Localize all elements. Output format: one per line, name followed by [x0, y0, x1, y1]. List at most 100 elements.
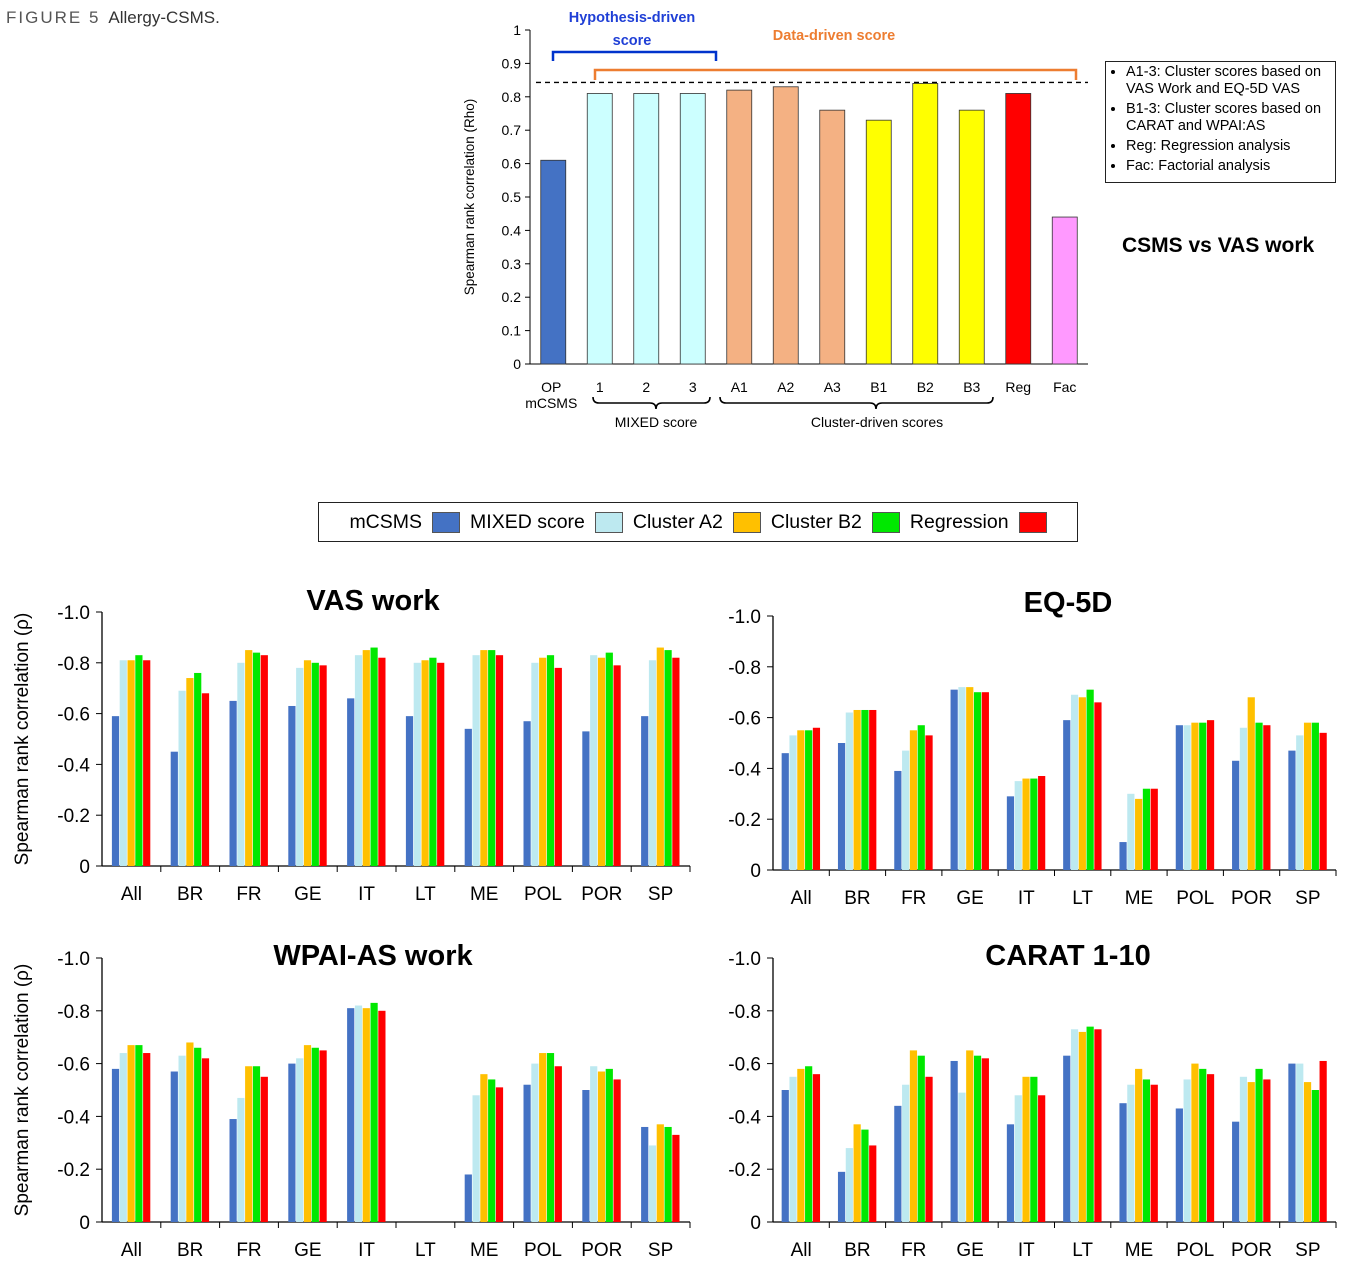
bar — [319, 1050, 327, 1222]
bar — [405, 716, 414, 866]
y-tick-label: -0.8 — [57, 1002, 90, 1023]
data-driven-label: Data-driven score — [773, 28, 896, 44]
bar — [664, 650, 672, 866]
bar — [480, 650, 488, 866]
bar — [1263, 1079, 1271, 1222]
bar — [1127, 1084, 1135, 1222]
bar — [973, 692, 982, 870]
bar — [539, 1053, 547, 1222]
bar — [472, 1095, 480, 1222]
legend-swatch — [1018, 511, 1047, 533]
bar — [354, 1005, 363, 1222]
bar — [554, 1066, 562, 1222]
y-tick-label: 0 — [79, 857, 90, 878]
y-tick-label: -0.4 — [57, 1107, 90, 1128]
x-tick-label: SP — [1295, 1240, 1320, 1261]
bar — [1135, 798, 1143, 870]
bar — [861, 1129, 869, 1222]
bar — [966, 687, 974, 870]
x-tick-label: ME — [470, 1240, 499, 1261]
legend-label: Regression — [909, 510, 1009, 533]
x-tick-label: ME — [470, 884, 499, 905]
x-tick-label: POL — [1176, 1240, 1214, 1261]
bar — [958, 109, 985, 365]
bar — [1288, 750, 1296, 870]
bar — [288, 1063, 296, 1222]
legend-swatch — [432, 511, 461, 533]
bar — [1142, 1079, 1151, 1222]
bar — [1127, 793, 1135, 870]
bar — [1051, 216, 1078, 365]
bar — [437, 662, 445, 866]
panel-title: VAS work — [306, 585, 440, 617]
bar — [1296, 1063, 1304, 1222]
bar — [853, 709, 861, 870]
bar — [252, 652, 261, 866]
bar — [613, 665, 621, 866]
bar — [1142, 788, 1151, 870]
panel-carat: 0 -0.2 -0.4 -0.6 -0.8 -1.0 CARAT 1-10 All BR FR GE… — [728, 940, 1337, 1261]
top-bar-chart: 0 0.1 0.2 0.3 0.4 0.5 0.6 0.7 0.8 0.9 1 Spearman ra… — [462, 10, 1088, 430]
x-tick-label: POR — [581, 1240, 622, 1261]
bar — [837, 743, 846, 870]
bar — [311, 1047, 319, 1222]
bar — [1094, 702, 1102, 870]
bar — [781, 753, 789, 870]
bar — [819, 109, 846, 365]
x-tick-label: Fac — [1053, 379, 1076, 395]
y-tick-label: 0 — [750, 1213, 761, 1234]
bar — [845, 712, 853, 870]
x-tick-label: BR — [844, 888, 870, 909]
x-tick-label: BR — [844, 1240, 870, 1261]
bar — [1239, 1076, 1248, 1222]
bar — [1006, 796, 1015, 870]
bar — [925, 735, 933, 870]
bar — [1006, 1124, 1015, 1222]
bar — [869, 709, 877, 870]
y-tick-label: -0.4 — [728, 759, 761, 780]
bar — [1005, 93, 1032, 365]
bar — [523, 1084, 531, 1222]
bar — [1247, 1082, 1255, 1222]
bar — [495, 1087, 504, 1222]
x-tick-label: GE — [956, 1240, 983, 1261]
x-tick-label: POR — [1231, 888, 1272, 909]
legend-swatch — [871, 511, 900, 533]
bar — [812, 727, 821, 870]
bar — [1296, 735, 1304, 870]
bar — [186, 1042, 194, 1222]
legend-item: Cluster A2 — [633, 511, 761, 534]
bar — [805, 1066, 813, 1222]
y-tick-label: -0.2 — [728, 1160, 761, 1181]
bar — [531, 662, 539, 866]
y-tick-label: -0.6 — [728, 1055, 761, 1076]
y-tick-label: 0 — [750, 861, 761, 882]
bar — [917, 725, 925, 870]
bar — [633, 93, 660, 365]
bar — [1022, 1076, 1030, 1222]
y-tick-label: -0.4 — [728, 1107, 761, 1128]
bar — [546, 655, 555, 866]
bar — [347, 1008, 355, 1222]
bar — [582, 1090, 590, 1222]
bar — [1191, 722, 1199, 870]
bar — [909, 730, 918, 870]
x-tick-label: All — [791, 888, 812, 909]
bar — [1063, 1055, 1071, 1222]
bar — [958, 687, 966, 870]
bar — [127, 660, 135, 866]
bar — [865, 119, 892, 365]
bar — [909, 1050, 918, 1222]
x-tick-label: OP — [541, 379, 561, 395]
x-tick-label: POL — [524, 884, 562, 905]
bar — [1119, 842, 1127, 870]
x-tick-label: POL — [1176, 888, 1214, 909]
bar — [1030, 1076, 1038, 1222]
bar — [648, 1145, 657, 1222]
bar — [245, 1066, 253, 1222]
y-tick-label: -1.0 — [728, 949, 761, 970]
bar — [178, 690, 186, 866]
bar — [1191, 1063, 1199, 1222]
bar — [781, 1090, 789, 1222]
bar — [958, 1092, 966, 1222]
